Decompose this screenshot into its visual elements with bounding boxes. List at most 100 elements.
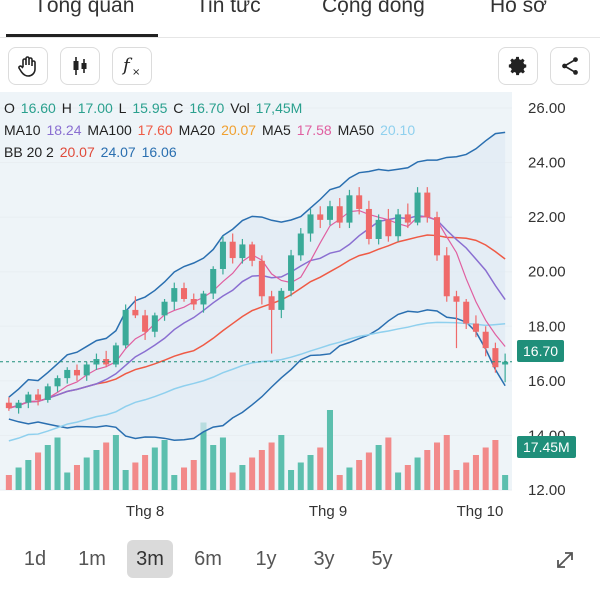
candle-body bbox=[122, 309, 129, 346]
volume-value: 17,45M bbox=[255, 100, 303, 116]
candle-body bbox=[453, 296, 460, 302]
candle-body bbox=[278, 290, 285, 310]
ma50-value: 20.10 bbox=[380, 122, 416, 138]
candle-body bbox=[229, 241, 236, 259]
volume-bar bbox=[453, 470, 460, 490]
ma50-line bbox=[8, 321, 506, 442]
period-3m[interactable]: 3m bbox=[127, 540, 173, 578]
function-icon[interactable]: f × bbox=[112, 47, 152, 85]
x-tick-label: Thg 8 bbox=[126, 503, 164, 520]
bb-middle-value: 20.07 bbox=[59, 144, 95, 160]
ma100-label: MA100 bbox=[87, 122, 132, 138]
share-icon[interactable] bbox=[550, 47, 590, 85]
period-6m[interactable]: 6m bbox=[194, 548, 222, 570]
candle-body bbox=[239, 244, 246, 259]
candle-body bbox=[268, 296, 275, 310]
high-value: 17.00 bbox=[77, 100, 113, 116]
period-3y[interactable]: 3y bbox=[313, 548, 335, 570]
candle-body bbox=[15, 402, 22, 409]
y-tick-label: 18.00 bbox=[528, 318, 566, 335]
volume-bar bbox=[326, 410, 333, 490]
candle-body bbox=[375, 219, 382, 239]
bb-label: BB 20 2 bbox=[4, 144, 54, 160]
volume-bar bbox=[375, 445, 382, 490]
candle-body bbox=[414, 192, 421, 223]
y-tick-label: 26.00 bbox=[528, 100, 566, 117]
ma10-value: 18.24 bbox=[46, 122, 82, 138]
candle-body bbox=[200, 293, 207, 305]
candle-body bbox=[25, 394, 32, 403]
candle-body bbox=[181, 288, 188, 299]
volume-bar bbox=[288, 470, 295, 490]
candle-body bbox=[161, 301, 168, 316]
volume-bar bbox=[73, 465, 80, 490]
period-1y[interactable]: 1y bbox=[255, 548, 277, 570]
y-tick-label: 16.00 bbox=[528, 373, 566, 390]
volume-bar bbox=[5, 475, 12, 490]
candle-body bbox=[288, 255, 295, 291]
volume-bar bbox=[482, 447, 489, 490]
volume-bar bbox=[502, 475, 509, 490]
candle-body bbox=[142, 315, 149, 332]
volume-bar bbox=[190, 460, 197, 490]
candle-body bbox=[502, 361, 509, 365]
tab-news[interactable]: Tin tức bbox=[196, 0, 261, 17]
volume-bar bbox=[181, 467, 188, 490]
volume-bar bbox=[404, 465, 411, 490]
candle-body bbox=[336, 206, 343, 223]
gear-icon[interactable] bbox=[498, 47, 538, 85]
volume-bar bbox=[219, 437, 226, 490]
ma100-value: 17.60 bbox=[137, 122, 173, 138]
volume-bar bbox=[200, 422, 207, 490]
volume-bar bbox=[414, 457, 421, 490]
candle-body bbox=[73, 369, 80, 376]
volume-bar bbox=[307, 455, 314, 490]
expand-icon[interactable] bbox=[553, 548, 577, 572]
y-tick-label: 20.00 bbox=[528, 264, 566, 281]
volume-bar bbox=[258, 450, 265, 490]
volume-bar bbox=[472, 455, 479, 490]
candlestick-icon[interactable] bbox=[60, 47, 100, 85]
candle-body bbox=[249, 244, 256, 261]
bollinger-lower-line bbox=[8, 309, 506, 442]
volume-bar bbox=[171, 475, 178, 490]
candle-body bbox=[463, 301, 470, 324]
close-value: 16.70 bbox=[189, 100, 225, 116]
hand-icon[interactable] bbox=[8, 47, 48, 85]
ma5-line bbox=[8, 209, 506, 409]
candle-body bbox=[151, 315, 158, 332]
volume-bar bbox=[346, 467, 353, 490]
candle-body bbox=[35, 394, 42, 400]
volume-bar bbox=[492, 440, 499, 490]
bb-lower-value: 16.06 bbox=[141, 144, 177, 160]
candle-body bbox=[103, 359, 110, 365]
stock-chart[interactable]: 26.0024.0022.0020.0018.0016.0014.0012.00… bbox=[0, 92, 600, 522]
candle-body bbox=[5, 402, 12, 409]
volume-bar bbox=[356, 460, 363, 490]
volume-bar bbox=[317, 447, 324, 490]
volume-bar bbox=[229, 472, 236, 490]
period-5y[interactable]: 5y bbox=[371, 548, 393, 570]
volume-bar bbox=[424, 450, 431, 490]
ma10-label: MA10 bbox=[4, 122, 41, 138]
volume-bar bbox=[132, 462, 139, 490]
chart-toolbar: f × bbox=[0, 40, 600, 92]
low-value: 15.95 bbox=[132, 100, 168, 116]
x-tick-label: Thg 10 bbox=[457, 503, 504, 520]
bollinger-band-fill bbox=[8, 132, 506, 441]
candle-body bbox=[385, 219, 392, 237]
period-1m[interactable]: 1m bbox=[78, 548, 106, 570]
tab-community[interactable]: Cộng đồng bbox=[322, 0, 425, 17]
candle-body bbox=[472, 323, 479, 332]
volume-bar bbox=[249, 457, 256, 490]
volume-bar bbox=[15, 467, 22, 490]
volume-bar bbox=[210, 445, 217, 490]
chart-canvas[interactable]: 26.0024.0022.0020.0018.0016.0014.0012.00… bbox=[0, 92, 600, 522]
tab-overview[interactable]: Tổng quan bbox=[34, 0, 135, 17]
period-1d[interactable]: 1d bbox=[23, 548, 47, 570]
volume-bar bbox=[297, 462, 304, 490]
tab-profile[interactable]: Hồ sơ bbox=[490, 0, 547, 17]
candle-body bbox=[424, 192, 431, 218]
volume-bar bbox=[443, 435, 450, 490]
candle-body bbox=[317, 214, 324, 220]
